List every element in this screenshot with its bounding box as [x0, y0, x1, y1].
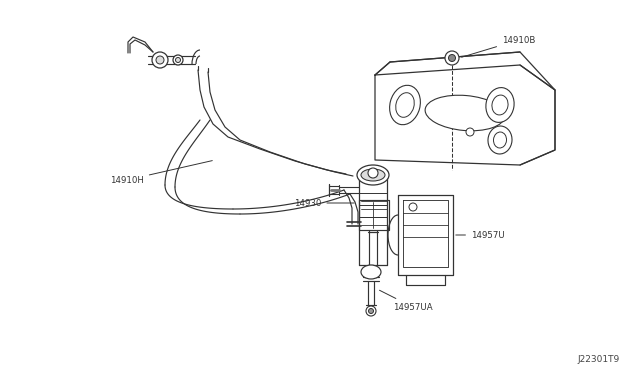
Ellipse shape: [357, 165, 389, 185]
Text: J22301T9: J22301T9: [578, 355, 620, 364]
Ellipse shape: [390, 85, 420, 125]
Circle shape: [449, 55, 456, 61]
Circle shape: [366, 306, 376, 316]
Circle shape: [409, 203, 417, 211]
Circle shape: [368, 168, 378, 178]
Text: 14957UA: 14957UA: [380, 290, 433, 311]
Circle shape: [445, 51, 459, 65]
Text: 14930: 14930: [294, 199, 354, 208]
Text: 14910H: 14910H: [110, 161, 212, 185]
Circle shape: [152, 52, 168, 68]
Ellipse shape: [361, 169, 385, 181]
Ellipse shape: [425, 95, 505, 131]
Circle shape: [369, 308, 374, 314]
Ellipse shape: [488, 126, 512, 154]
Text: 14957U: 14957U: [456, 231, 505, 240]
Circle shape: [173, 55, 183, 65]
Circle shape: [175, 58, 180, 62]
Circle shape: [466, 128, 474, 136]
Ellipse shape: [361, 265, 381, 279]
Ellipse shape: [486, 87, 514, 122]
Ellipse shape: [396, 93, 414, 117]
Text: 14910B: 14910B: [461, 35, 536, 57]
Circle shape: [156, 56, 164, 64]
Ellipse shape: [493, 132, 506, 148]
Ellipse shape: [492, 95, 508, 115]
